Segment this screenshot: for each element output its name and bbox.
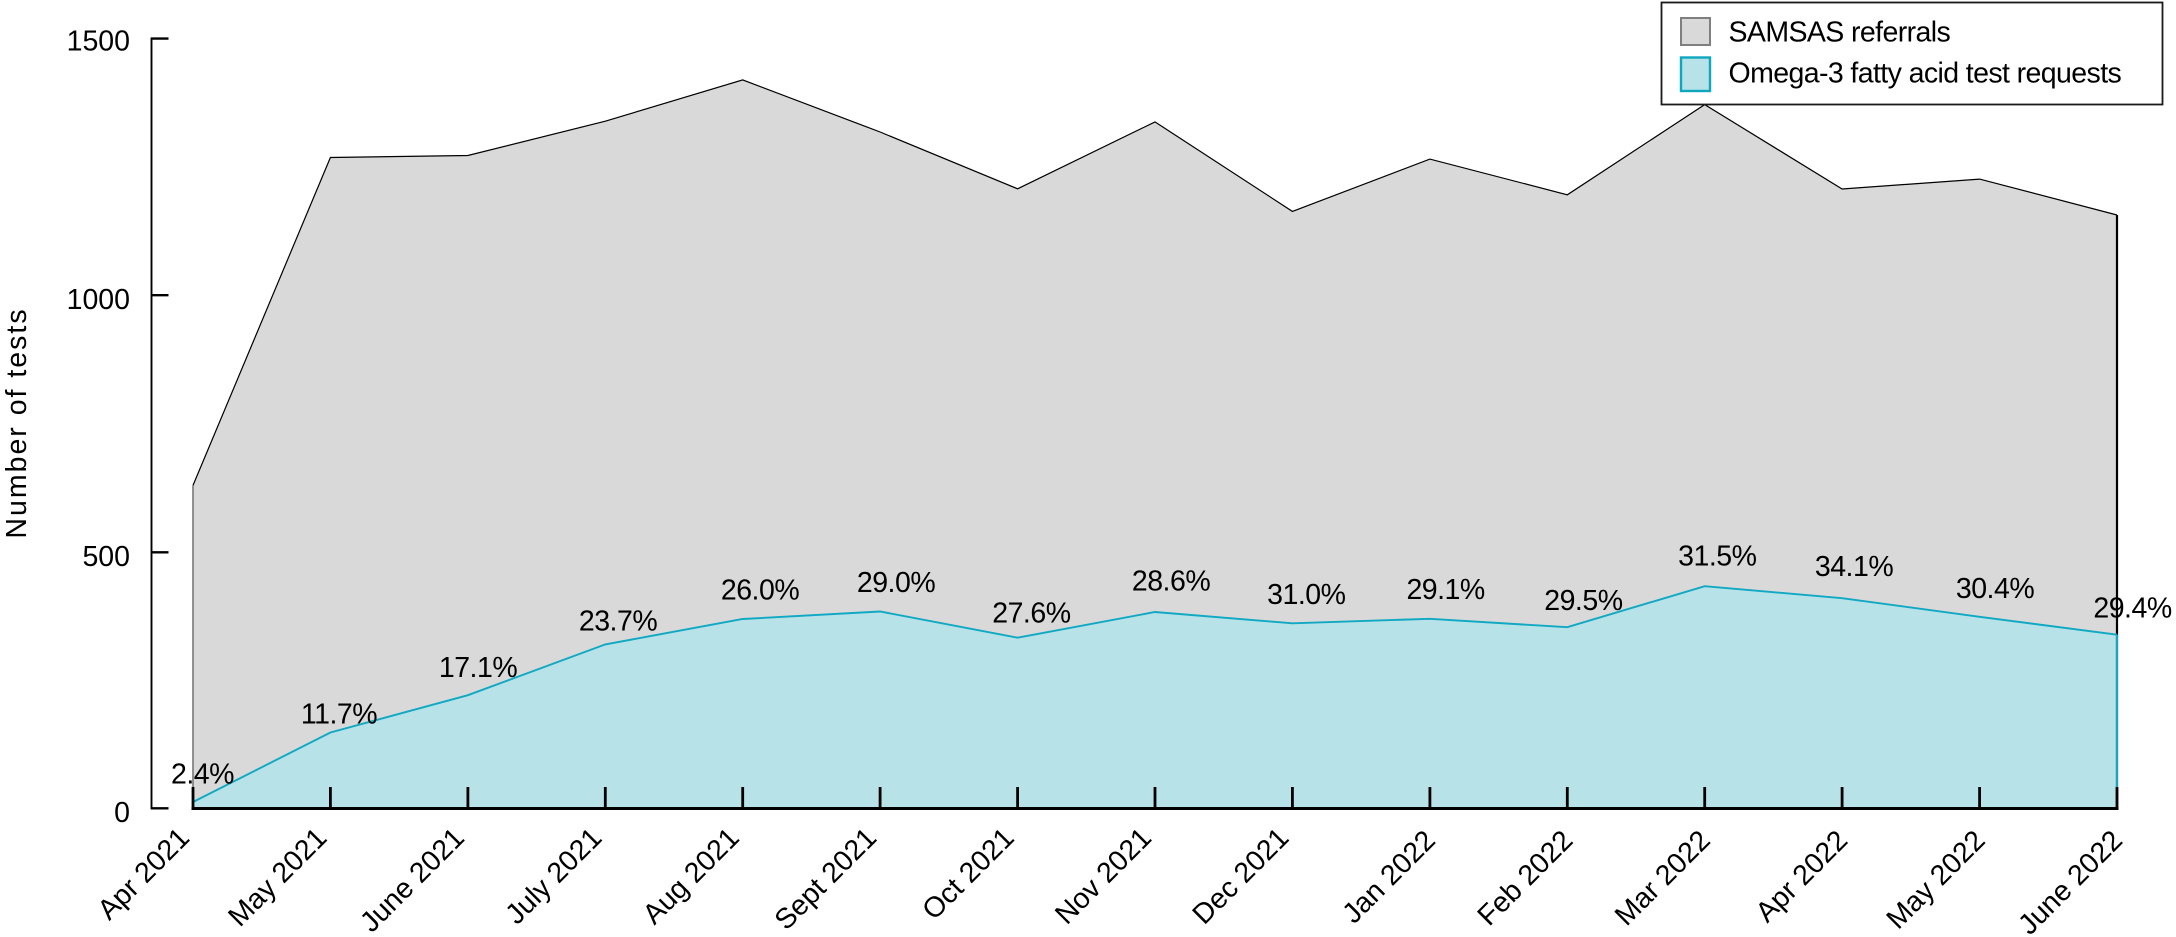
svg-text:Number of tests: Number of tests: [1, 307, 33, 538]
svg-text:1500: 1500: [67, 25, 130, 57]
svg-text:29.0%: 29.0%: [857, 567, 935, 599]
svg-text:1000: 1000: [67, 284, 130, 316]
svg-text:17.1%: 17.1%: [439, 652, 517, 684]
svg-text:SAMSAS referrals: SAMSAS referrals: [1729, 17, 1951, 49]
svg-text:30.4%: 30.4%: [1956, 573, 2034, 605]
svg-text:27.6%: 27.6%: [992, 598, 1070, 630]
svg-text:31.5%: 31.5%: [1678, 541, 1756, 573]
svg-text:29.4%: 29.4%: [2093, 593, 2171, 625]
svg-text:29.1%: 29.1%: [1406, 574, 1484, 606]
svg-text:29.5%: 29.5%: [1544, 585, 1622, 617]
svg-text:26.0%: 26.0%: [721, 575, 799, 607]
svg-text:28.6%: 28.6%: [1132, 566, 1210, 598]
svg-text:2.4%: 2.4%: [171, 759, 234, 791]
svg-text:31.0%: 31.0%: [1267, 579, 1345, 611]
svg-text:11.7%: 11.7%: [301, 699, 377, 731]
svg-text:Omega-3 fatty acid test reques: Omega-3 fatty acid test requests: [1729, 58, 2122, 90]
svg-text:34.1%: 34.1%: [1815, 551, 1893, 583]
svg-text:23.7%: 23.7%: [579, 606, 657, 638]
svg-text:500: 500: [82, 541, 130, 573]
svg-text:0: 0: [114, 797, 130, 829]
